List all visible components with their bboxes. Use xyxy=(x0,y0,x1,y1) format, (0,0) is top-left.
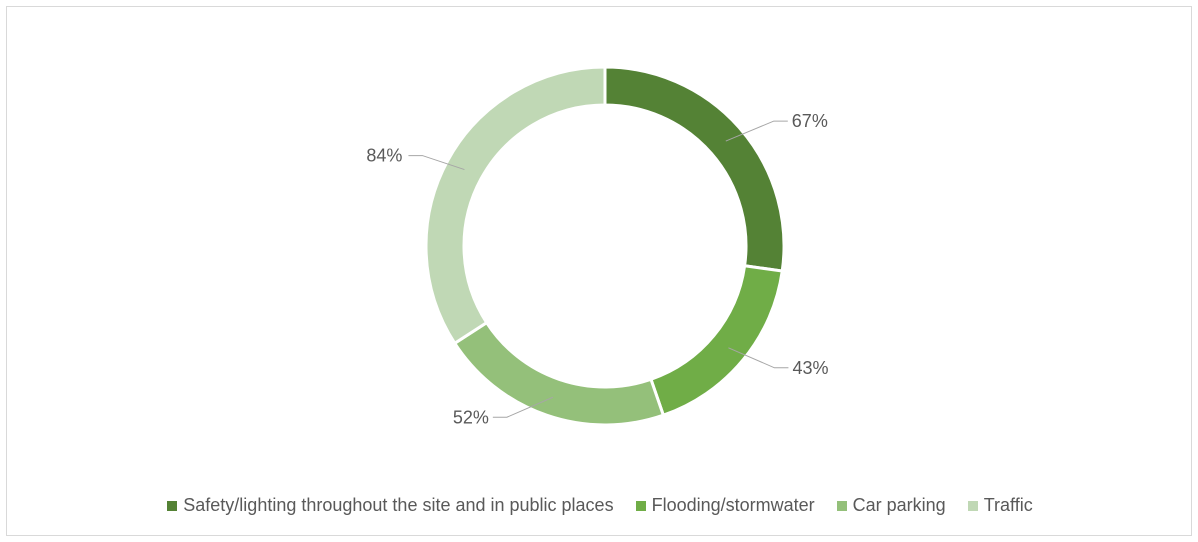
leader-line-2 xyxy=(492,396,554,418)
leader-line-1 xyxy=(728,347,789,369)
legend-label-2: Car parking xyxy=(852,495,946,515)
legend-item-2: Car parking xyxy=(836,495,946,516)
legend-item-1: Flooding/stormwater xyxy=(635,495,815,516)
legend: Safety/lighting throughout the site and … xyxy=(7,495,1193,516)
data-label-1: 43% xyxy=(792,358,828,378)
legend-label-3: Traffic xyxy=(983,495,1033,515)
doughnut-chart: 67% 43% 52% 84% xyxy=(366,65,828,427)
legend-label-1: Flooding/stormwater xyxy=(651,495,815,515)
doughnut-slice-3 xyxy=(424,65,607,346)
data-label-2: 52% xyxy=(453,407,489,427)
leader-line-3 xyxy=(408,155,465,171)
data-label-3: 84% xyxy=(366,146,402,166)
legend-item-0: Safety/lighting throughout the site and … xyxy=(167,495,614,516)
legend-swatch-1 xyxy=(635,500,646,511)
legend-swatch-0 xyxy=(167,500,178,511)
legend-swatch-3 xyxy=(967,500,978,511)
legend-label-0: Safety/lighting throughout the site and … xyxy=(183,495,614,515)
doughnut-slice-0 xyxy=(603,65,786,273)
data-label-0: 67% xyxy=(792,111,828,131)
leader-line-0 xyxy=(725,120,788,142)
legend-item-3: Traffic xyxy=(967,495,1033,516)
doughnut-slice-1 xyxy=(649,264,784,418)
legend-swatch-2 xyxy=(836,500,847,511)
chart-area: 67% 43% 52% 84% Safety/lighting throughout … xyxy=(6,6,1192,536)
